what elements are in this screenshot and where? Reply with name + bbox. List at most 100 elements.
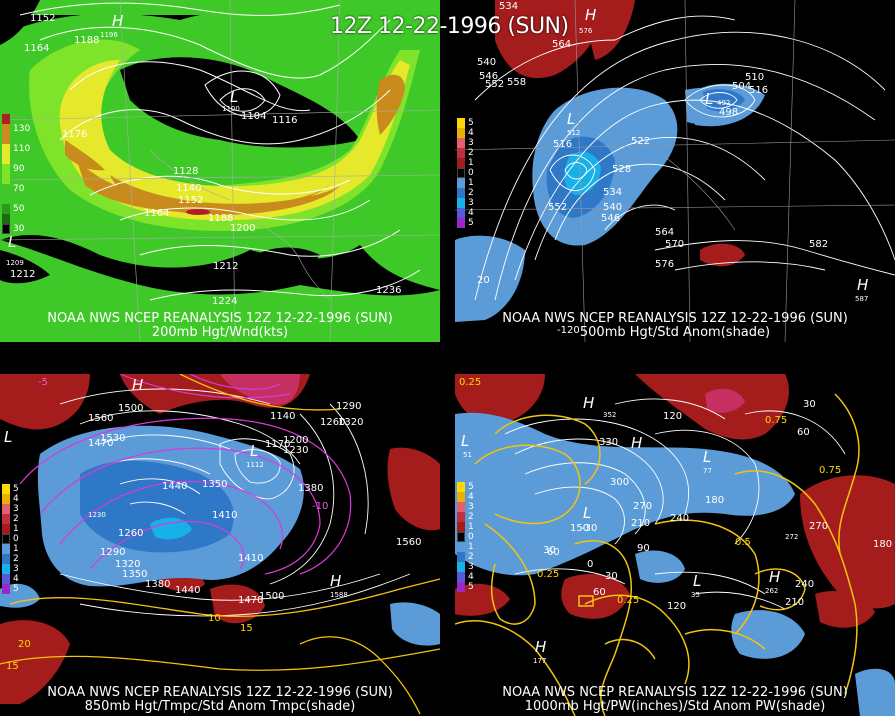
low-pressure-symbol: L <box>4 428 13 446</box>
high-pressure-symbol: H <box>857 276 869 294</box>
legend-label: 5 <box>13 484 19 494</box>
contour-label: 1530 <box>100 433 126 444</box>
legend-label: 1 <box>468 542 474 552</box>
high-pressure-symbol: H <box>631 434 643 452</box>
legend-label: 4 <box>468 572 474 582</box>
legend-label: 4 <box>468 492 474 502</box>
legend-anomaly: 5 4 3 2 1 0 1 2 3 4 5 <box>2 484 38 594</box>
low-pressure-symbol: L <box>693 572 702 590</box>
panel-200mb: 130 110 90 70 50 30 1152 1164 1188 1176 … <box>0 0 440 342</box>
contour-label: 1320 <box>338 417 364 428</box>
legend-label: 2 <box>468 188 474 198</box>
contour-label: 534 <box>499 1 519 12</box>
pw-label: 0.25 <box>459 377 482 388</box>
map-1000mb <box>455 374 895 716</box>
contour-label: 1230 <box>88 511 106 519</box>
legend-label: 5 <box>13 584 19 594</box>
temp-label: 20 <box>18 639 31 650</box>
contour-label: 1128 <box>173 166 199 177</box>
contour-label: 1164 <box>144 208 170 219</box>
legend-label: 130 <box>13 124 31 134</box>
contour-label: 240 <box>670 513 690 524</box>
contour-label: 546 <box>601 213 621 224</box>
contour-label: 576 <box>655 259 675 270</box>
contour-label: 1152 <box>30 13 56 24</box>
legend-label: 4 <box>468 128 474 138</box>
contour-label: 150 <box>570 523 590 534</box>
contour-label: 270 <box>809 521 829 532</box>
contour-label: 1290 <box>100 547 126 558</box>
center-value: 51 <box>463 451 472 459</box>
legend-label: 2 <box>13 554 19 564</box>
legend-wind: 130 110 90 70 50 30 <box>2 114 38 234</box>
legend-label: 30 <box>13 224 25 234</box>
legend-label: 0 <box>13 534 19 544</box>
legend-label: 2 <box>468 552 474 562</box>
center-value: 1209 <box>6 259 24 267</box>
contour-label: 180 <box>873 539 893 550</box>
contour-label: 540 <box>603 202 623 213</box>
legend-label: 3 <box>468 502 474 512</box>
contour-label: 1224 <box>212 296 238 307</box>
legend-label: 110 <box>13 144 31 154</box>
center-value: 35 <box>691 591 700 599</box>
contour-label: 60 <box>797 427 810 438</box>
contour-label: 1236 <box>376 285 402 296</box>
temp-label: 15 <box>6 661 19 672</box>
legend-label: 5 <box>468 482 474 492</box>
temp-label: -5 <box>38 377 48 388</box>
high-pressure-symbol: H <box>769 568 781 586</box>
contour-label: -30 <box>581 523 598 534</box>
contour-label: 30 <box>605 571 618 582</box>
legend-label: 1 <box>13 544 19 554</box>
contour-label: 552 <box>548 202 568 213</box>
contour-label: 1200 <box>283 435 309 446</box>
contour-label: 516 <box>553 139 573 150</box>
contour-label: 1260 <box>118 528 144 539</box>
legend-anomaly: 5 4 3 2 1 0 1 2 3 4 5 <box>457 118 493 228</box>
contour-label: 1170 <box>265 439 291 450</box>
legend-label: 3 <box>468 562 474 572</box>
legend-label: 2 <box>13 514 19 524</box>
main-title: 12Z 12-22-1996 (SUN) <box>330 14 569 39</box>
contour-label: 1380 <box>298 483 324 494</box>
legend-label: 1 <box>13 524 19 534</box>
legend-label: 4 <box>468 208 474 218</box>
contour-label: 1350 <box>122 569 148 580</box>
contour-label: 1140 <box>270 411 296 422</box>
contour-label: 330 <box>599 437 619 448</box>
contour-label: 1212 <box>213 261 239 272</box>
legend-label: 3 <box>468 138 474 148</box>
center-value: 492 <box>717 99 731 107</box>
high-pressure-symbol: H <box>132 376 144 394</box>
caption-source: NOAA NWS NCEP REANALYSIS 12Z 12-22-1996 … <box>47 311 393 326</box>
contour-label: 1176 <box>62 129 88 140</box>
contour-label: 1560 <box>88 413 114 424</box>
map-850mb <box>0 374 440 716</box>
low-pressure-symbol: L <box>461 432 470 450</box>
center-value: 272 <box>785 533 799 541</box>
caption-field: 200mb Hgt/Wnd(kts) <box>151 325 289 340</box>
contour-label: 1500 <box>259 591 285 602</box>
contour-label: 210 <box>785 597 805 608</box>
legend-label: 5 <box>468 218 474 228</box>
legend-label: 2 <box>468 512 474 522</box>
temp-label: -10 <box>312 501 329 512</box>
panel-500mb: 5 4 3 2 1 0 1 2 3 4 5 534 540 546 552 5 5… <box>455 0 895 342</box>
legend-label: 4 <box>13 574 19 584</box>
legend-label: 3 <box>468 198 474 208</box>
caption-field: 1000mb Hgt/PW(inches)/Std Anom PW(shade) <box>524 699 826 714</box>
contour-label: 1164 <box>24 43 50 54</box>
pw-label: 0.75 <box>765 415 788 426</box>
contour-label: 1320 <box>115 559 141 570</box>
contour-label: 1560 <box>396 537 422 548</box>
panel-1000mb: 5 4 3 2 1 0 1 2 3 4 5 0.25 120 330 300 2… <box>455 374 895 716</box>
contour-label: 30 <box>543 545 556 556</box>
caption-field: 850mb Hgt/Tmpc/Std Anom Tmpc(shade) <box>84 699 356 714</box>
caption-source: NOAA NWS NCEP REANALYSIS 12Z 12-22-1996 … <box>47 685 393 700</box>
legend-label: 2 <box>468 148 474 158</box>
center-value: 177 <box>533 657 547 665</box>
pw-label: 0.25 <box>537 569 560 580</box>
pw-label: 0.5 <box>735 537 751 548</box>
legend-label: 0 <box>468 168 474 178</box>
